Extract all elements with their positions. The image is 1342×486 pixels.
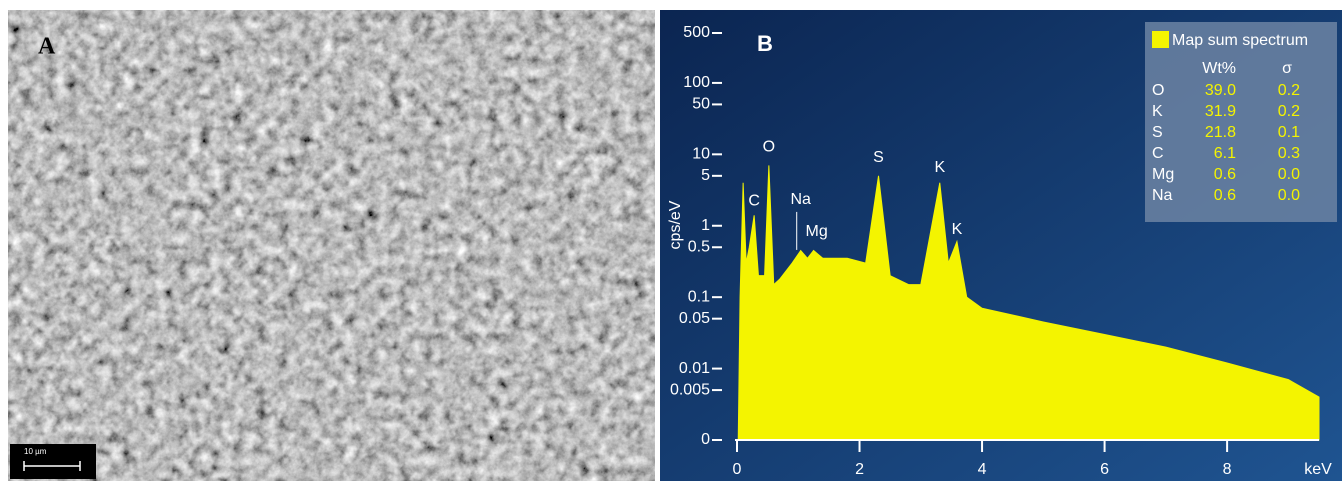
legend-element: K [1152, 103, 1163, 120]
x-tick-label: 8 [1223, 461, 1232, 478]
legend-wt: 0.6 [1214, 187, 1236, 204]
y-tick-label: 0.05 [679, 310, 710, 327]
legend-element: S [1152, 124, 1163, 141]
legend-sigma: 0.2 [1278, 82, 1300, 99]
legend-wt: 39.0 [1205, 82, 1236, 99]
scale-bar-box [10, 444, 96, 479]
peak-label: S [873, 149, 884, 166]
y-axis-label: cps/eV [667, 200, 684, 249]
legend-element: Mg [1152, 166, 1174, 183]
peak-label: C [748, 193, 760, 210]
y-tick-label: 0.005 [670, 381, 710, 398]
y-tick-label: 0.1 [688, 288, 710, 305]
legend-element: O [1152, 82, 1164, 99]
peak-label: Mg [806, 223, 828, 240]
peak-label: Na [790, 191, 811, 208]
panel-label: B [757, 31, 773, 56]
legend-wt: 0.6 [1214, 166, 1236, 183]
scale-bar-label: 10 µm [24, 447, 47, 456]
y-tick-label: 0 [701, 431, 710, 448]
y-tick-label: 500 [683, 24, 710, 41]
legend-sigma: 0.3 [1278, 145, 1300, 162]
legend-label: Map sum spectrum [1172, 32, 1308, 49]
legend-header: σ [1282, 60, 1292, 77]
peak-label: O [763, 138, 775, 155]
legend-wt: 31.9 [1205, 103, 1236, 120]
legend-header: Wt% [1202, 60, 1236, 77]
y-tick-label: 10 [692, 146, 710, 163]
legend-box [1145, 22, 1337, 222]
y-tick-label: 50 [692, 96, 710, 113]
panel-label: A [38, 34, 56, 60]
x-tick-label: 0 [733, 461, 742, 478]
y-tick-label: 5 [701, 167, 710, 184]
y-tick-label: 0.5 [688, 238, 710, 255]
y-tick-label: 1 [701, 217, 710, 234]
peak-label: K [952, 221, 963, 238]
legend-swatch [1152, 31, 1169, 48]
legend-element: Na [1152, 187, 1173, 204]
x-tick-label: 4 [978, 461, 987, 478]
x-tick-label: 6 [1100, 461, 1109, 478]
panel-a: A 10 µm [8, 10, 655, 481]
legend-sigma: 0.0 [1278, 166, 1300, 183]
x-tick-label: 2 [855, 461, 864, 478]
sem-texture [8, 10, 655, 481]
x-axis-label: keV [1304, 461, 1332, 478]
legend-sigma: 0.2 [1278, 103, 1300, 120]
y-tick-label: 0.01 [679, 360, 710, 377]
peak-label: K [934, 159, 945, 176]
figure: A 10 µm B cps/eV keV 00.0050.010.050.10.… [0, 0, 1342, 481]
y-tick-label: 100 [683, 74, 710, 91]
legend-sigma: 0.1 [1278, 124, 1300, 141]
legend-element: C [1152, 145, 1164, 162]
legend-wt: 6.1 [1214, 145, 1236, 162]
page: A 10 µm B cps/eV keV 00.0050.010.050.10.… [0, 0, 1342, 481]
legend-wt: 21.8 [1205, 124, 1236, 141]
legend-sigma: 0.0 [1278, 187, 1300, 204]
